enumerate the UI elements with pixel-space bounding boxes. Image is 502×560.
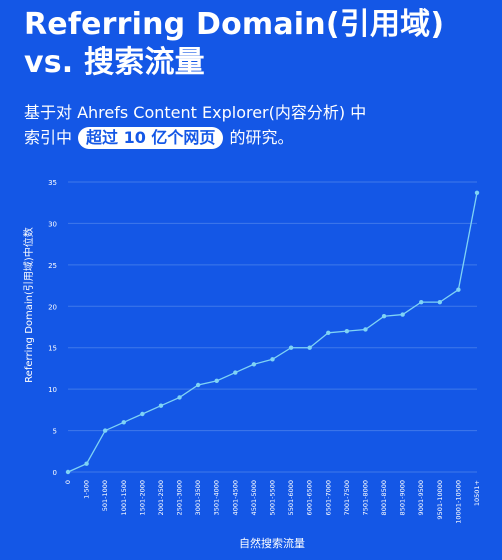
data-point <box>233 370 238 375</box>
x-axis-ticks: 0 1-500 501-1000 1001-1500 1501-2000 2001-250… <box>64 480 481 524</box>
x-tick-label: 0 <box>64 480 72 484</box>
x-tick-label: 8501-9000 <box>399 480 407 515</box>
x-tick-label: 501-1000 <box>101 480 109 511</box>
data-point <box>177 395 182 400</box>
x-tick-label: 7501-8000 <box>361 480 369 515</box>
x-tick-label: 3501-4000 <box>213 480 221 515</box>
x-tick-label: 5001-5500 <box>269 480 277 515</box>
y-axis-label: Referring Domain(引用域)中位数 <box>22 227 35 383</box>
title-line-2: vs. 搜索流量 <box>24 45 205 80</box>
x-tick-label: 9001-9500 <box>417 480 425 515</box>
subtitle-pre: 索引中 <box>24 128 73 147</box>
data-point <box>158 403 164 408</box>
x-tick-label: 5501-6000 <box>287 480 295 515</box>
grid <box>68 181 477 473</box>
data-point <box>474 190 480 195</box>
data-point <box>326 330 331 335</box>
data-point <box>270 357 275 362</box>
subtitle-line-2: 索引中 超过 10 亿个网页 的研究。 <box>24 125 494 150</box>
series <box>65 190 480 475</box>
x-tick-label: 4501-5000 <box>250 480 258 515</box>
data-point <box>381 314 387 319</box>
y-tick-label: 0 <box>53 469 57 477</box>
x-axis-label: 自然搜索流量 <box>239 536 305 550</box>
title-line-1: Referring Domain(引用域) <box>24 7 445 42</box>
data-point <box>140 411 145 417</box>
x-tick-label: 10001-10500 <box>454 480 462 524</box>
data-point <box>65 469 71 475</box>
x-tick-label: 6501-7000 <box>324 480 332 515</box>
x-tick-label: 3001-3500 <box>194 480 202 515</box>
x-tick-label: 10501+ <box>473 480 481 506</box>
data-point <box>84 461 89 466</box>
chart-subtitle: 基于对 Ahrefs Content Explorer(内容分析) 中 索引中超… <box>24 100 494 150</box>
data-point <box>214 378 219 384</box>
x-tick-label: 7001-7500 <box>343 480 351 515</box>
x-tick-label: 1001-1500 <box>120 480 128 515</box>
data-point <box>307 345 312 350</box>
data-point <box>102 428 108 433</box>
y-tick-label: 25 <box>48 262 57 270</box>
line-chart: 0 5 10 15 20 25 30 35 0 1-500 501-1000 1001-1500 15… <box>22 179 481 550</box>
y-tick-label: 35 <box>48 179 57 187</box>
data-point <box>344 328 350 334</box>
subtitle-line-1: 基于对 Ahrefs Content Explorer(内容分析) 中 <box>24 103 367 122</box>
data-point <box>419 299 424 305</box>
x-tick-label: 1-500 <box>83 480 91 499</box>
x-tick-label: 8001-8500 <box>380 480 388 515</box>
chart-title: Referring Domain(引用域) vs. 搜索流量 <box>24 6 494 82</box>
subtitle-post: 的研究。 <box>229 128 294 147</box>
data-point <box>363 327 368 332</box>
x-tick-label: 2501-3000 <box>176 480 184 515</box>
y-tick-label: 30 <box>48 220 57 228</box>
data-point <box>456 287 461 292</box>
data-point <box>400 312 405 317</box>
data-point <box>437 299 443 305</box>
x-tick-label: 2001-2500 <box>157 480 165 515</box>
x-tick-label: 1501-2000 <box>138 480 146 515</box>
highlight-pill: 超过 10 亿个网页 <box>78 127 224 149</box>
y-tick-label: 15 <box>48 345 57 353</box>
x-tick-label: 9501-10000 <box>436 480 444 520</box>
y-axis-ticks: 0 5 10 15 20 25 30 35 <box>48 179 57 477</box>
data-point <box>195 382 201 388</box>
data-point <box>251 362 257 367</box>
x-tick-label: 6001-6500 <box>306 480 314 515</box>
y-tick-label: 5 <box>53 428 57 436</box>
data-point <box>288 345 294 350</box>
y-tick-label: 20 <box>48 303 57 311</box>
data-point <box>121 420 126 425</box>
x-tick-label: 4001-4500 <box>231 480 239 515</box>
y-tick-label: 10 <box>48 386 57 394</box>
